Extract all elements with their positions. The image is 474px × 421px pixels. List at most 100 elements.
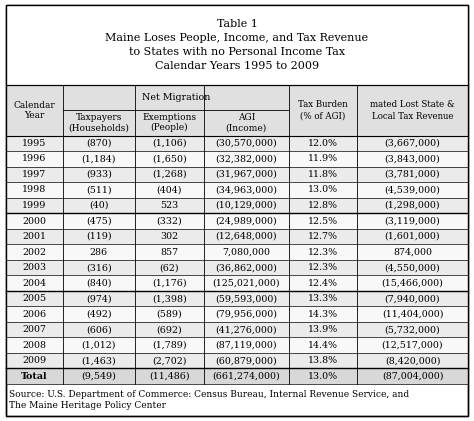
Text: (4,539,000): (4,539,000) <box>384 186 440 195</box>
Text: (332): (332) <box>156 216 182 226</box>
Text: (1,298,000): (1,298,000) <box>385 201 440 210</box>
Bar <box>6 213 468 229</box>
Text: 2007: 2007 <box>22 325 46 334</box>
Text: (3,119,000): (3,119,000) <box>385 216 440 226</box>
Text: (10,129,000): (10,129,000) <box>216 201 277 210</box>
Text: (1,012): (1,012) <box>82 341 116 350</box>
Text: 523: 523 <box>160 201 178 210</box>
Text: Taxpayers
(Households): Taxpayers (Households) <box>68 113 129 132</box>
Text: (7,940,000): (7,940,000) <box>385 294 440 303</box>
Text: 12.7%: 12.7% <box>308 232 338 241</box>
Text: (41,276,000): (41,276,000) <box>216 325 277 334</box>
Text: (511): (511) <box>86 186 112 195</box>
Text: (31,967,000): (31,967,000) <box>215 170 277 179</box>
Text: (692): (692) <box>156 325 182 334</box>
Text: 874,000: 874,000 <box>393 248 432 256</box>
Text: (119): (119) <box>86 232 112 241</box>
Text: Tax Burden
(% of AGI): Tax Burden (% of AGI) <box>298 101 347 120</box>
Text: 12.3%: 12.3% <box>308 263 338 272</box>
Text: 12.0%: 12.0% <box>308 139 338 148</box>
Bar <box>6 151 468 167</box>
Bar <box>6 368 468 384</box>
Text: (87,119,000): (87,119,000) <box>216 341 277 350</box>
Text: 11.9%: 11.9% <box>308 155 338 163</box>
Bar <box>6 291 468 306</box>
Text: 2003: 2003 <box>22 263 46 272</box>
Text: (87,004,000): (87,004,000) <box>382 372 443 381</box>
Text: (870): (870) <box>86 139 112 148</box>
Text: 11.8%: 11.8% <box>308 170 338 179</box>
Text: (4,550,000): (4,550,000) <box>385 263 440 272</box>
Text: 12.3%: 12.3% <box>308 248 338 256</box>
Text: Exemptions
(People): Exemptions (People) <box>142 113 196 132</box>
Text: (5,732,000): (5,732,000) <box>385 325 440 334</box>
Text: (36,862,000): (36,862,000) <box>215 263 277 272</box>
Text: (59,593,000): (59,593,000) <box>215 294 277 303</box>
Text: (840): (840) <box>86 279 112 288</box>
Text: (2,702): (2,702) <box>152 356 187 365</box>
Text: (3,781,000): (3,781,000) <box>385 170 440 179</box>
Text: 13.0%: 13.0% <box>308 186 338 195</box>
Text: AGI
(Income): AGI (Income) <box>226 113 267 132</box>
Bar <box>6 85 468 136</box>
Text: (40): (40) <box>89 201 109 210</box>
Text: (1,601,000): (1,601,000) <box>385 232 440 241</box>
Text: 1998: 1998 <box>22 186 46 195</box>
Text: (589): (589) <box>156 309 182 319</box>
Text: (3,667,000): (3,667,000) <box>384 139 440 148</box>
Text: (404): (404) <box>156 186 182 195</box>
Text: 857: 857 <box>160 248 178 256</box>
Text: (1,106): (1,106) <box>152 139 187 148</box>
Text: 14.4%: 14.4% <box>308 341 338 350</box>
Text: mated Lost State &
Local Tax Revenue: mated Lost State & Local Tax Revenue <box>370 101 455 120</box>
Text: 2009: 2009 <box>22 356 46 365</box>
Text: (60,879,000): (60,879,000) <box>215 356 277 365</box>
Text: (62): (62) <box>159 263 179 272</box>
Text: 2006: 2006 <box>22 309 46 319</box>
Bar <box>6 260 468 275</box>
Text: (1,176): (1,176) <box>152 279 187 288</box>
Bar <box>6 353 468 368</box>
Bar <box>6 182 468 198</box>
Text: (1,463): (1,463) <box>82 356 116 365</box>
Text: Table 1
Maine Loses People, Income, and Tax Revenue
to States with no Personal I: Table 1 Maine Loses People, Income, and … <box>105 19 369 71</box>
Text: 2001: 2001 <box>22 232 46 241</box>
Text: Net Migration: Net Migration <box>142 93 210 102</box>
Text: Total: Total <box>21 372 48 381</box>
Text: 2002: 2002 <box>22 248 46 256</box>
Text: 13.3%: 13.3% <box>308 294 338 303</box>
Text: 2004: 2004 <box>22 279 46 288</box>
Text: (316): (316) <box>86 263 112 272</box>
Text: 13.0%: 13.0% <box>308 372 338 381</box>
Text: Calendar
Year: Calendar Year <box>13 101 55 120</box>
Text: (34,963,000): (34,963,000) <box>215 186 277 195</box>
Text: (1,398): (1,398) <box>152 294 187 303</box>
Text: (1,184): (1,184) <box>82 155 116 163</box>
Text: (974): (974) <box>86 294 112 303</box>
Bar <box>6 136 468 151</box>
Bar <box>6 244 468 260</box>
Text: (606): (606) <box>86 325 112 334</box>
Text: (8,420,000): (8,420,000) <box>385 356 440 365</box>
Text: 2008: 2008 <box>22 341 46 350</box>
Text: (933): (933) <box>86 170 112 179</box>
Text: 1999: 1999 <box>22 201 46 210</box>
Text: (11,486): (11,486) <box>149 372 190 381</box>
Text: (79,956,000): (79,956,000) <box>215 309 277 319</box>
Text: 1997: 1997 <box>22 170 46 179</box>
Bar <box>6 322 468 337</box>
Text: (32,382,000): (32,382,000) <box>215 155 277 163</box>
Text: (15,466,000): (15,466,000) <box>382 279 444 288</box>
Bar <box>6 229 468 244</box>
Text: (1,650): (1,650) <box>152 155 187 163</box>
Text: 1995: 1995 <box>22 139 46 148</box>
Text: 286: 286 <box>90 248 108 256</box>
Text: 14.3%: 14.3% <box>308 309 338 319</box>
Text: (1,789): (1,789) <box>152 341 187 350</box>
Text: Source: U.S. Department of Commerce: Census Bureau, Internal Revenue Service, an: Source: U.S. Department of Commerce: Cen… <box>9 389 410 410</box>
Text: 12.5%: 12.5% <box>308 216 338 226</box>
Text: (24,989,000): (24,989,000) <box>215 216 277 226</box>
Bar <box>6 275 468 291</box>
Bar <box>6 198 468 213</box>
Text: (492): (492) <box>86 309 112 319</box>
